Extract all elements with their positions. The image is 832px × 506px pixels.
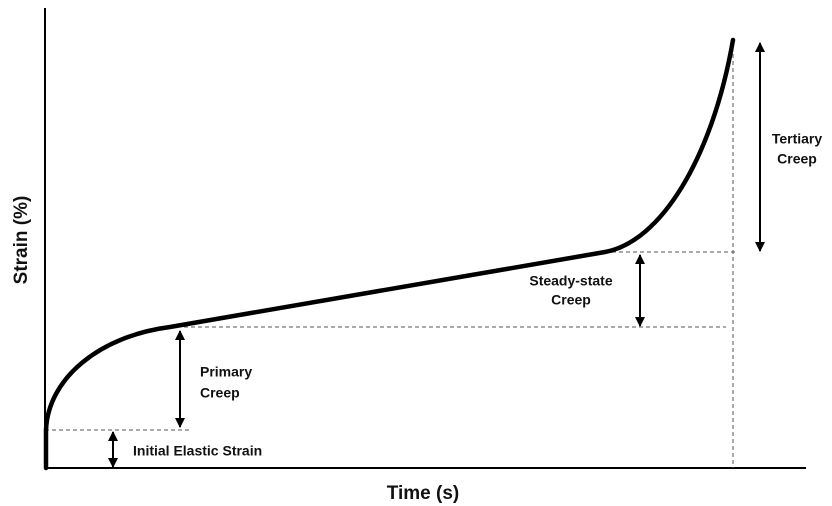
x-axis-label: Time (s) xyxy=(387,483,460,504)
annotation: Creep xyxy=(777,151,817,167)
y-axis-label: Strain (%) xyxy=(11,196,32,285)
annotation: Steady-state xyxy=(529,273,612,289)
annotation: Tertiary xyxy=(772,131,823,147)
creep-curve xyxy=(43,37,736,471)
annotation: Creep xyxy=(200,385,240,401)
annotation: Initial Elastic Strain xyxy=(133,443,262,459)
annotation: Primary xyxy=(200,364,252,380)
annotation: Creep xyxy=(551,292,591,308)
